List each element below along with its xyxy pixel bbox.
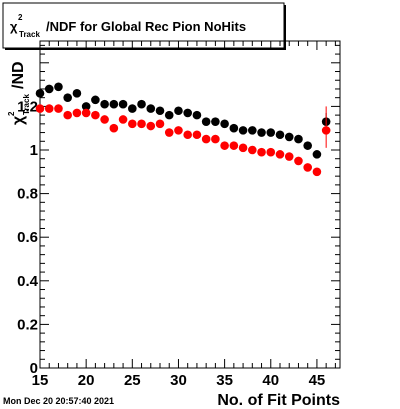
y-tick-labels: 0 0.2 0.4 0.6 0.8 1 1.2	[17, 98, 39, 377]
data-point	[266, 128, 276, 137]
data-point	[294, 156, 303, 166]
data-point	[44, 84, 54, 94]
data-point	[164, 128, 174, 137]
data-point	[266, 147, 276, 157]
data-point	[183, 130, 192, 140]
data-point	[91, 95, 100, 105]
y-tick-label: 0.8	[17, 186, 38, 203]
data-point	[164, 110, 174, 120]
data-point	[220, 119, 229, 129]
y-tick-label: 0.4	[17, 273, 39, 290]
data-point	[174, 126, 183, 135]
y-tick-label: 0	[30, 360, 38, 377]
axis-ticks	[39, 41, 340, 369]
data-point	[201, 117, 211, 126]
data-point	[303, 141, 312, 150]
data-point	[275, 130, 285, 140]
data-point	[284, 152, 294, 161]
data-point	[54, 104, 63, 113]
data-point	[275, 150, 285, 159]
title-chi: χ	[10, 19, 18, 34]
data-point	[174, 106, 183, 116]
x-tick-label: 15	[32, 372, 49, 389]
data-point	[137, 99, 146, 109]
data-point	[257, 128, 266, 137]
title-box-shadow-bottom	[5, 48, 286, 50]
data-point	[100, 115, 109, 124]
data-point	[63, 93, 72, 102]
data-point	[294, 134, 303, 144]
data-points	[35, 82, 331, 177]
y-tick-label: 0.6	[17, 229, 38, 246]
title-subscript: Track	[19, 30, 40, 39]
title-superscript: 2	[18, 13, 23, 22]
data-point	[81, 102, 91, 111]
data-point	[72, 89, 82, 98]
data-point	[54, 82, 63, 92]
data-point	[183, 108, 192, 118]
data-point	[118, 99, 128, 109]
data-point	[118, 115, 128, 124]
data-point	[229, 141, 239, 150]
y-axis-title-chi: χ	[10, 115, 27, 125]
y-axis-title-subscript: Track	[22, 94, 31, 115]
data-point	[312, 150, 322, 159]
x-tick-label: 20	[78, 372, 95, 389]
data-point	[211, 134, 220, 144]
x-tick-label: 40	[262, 372, 279, 389]
data-point	[155, 119, 165, 129]
data-point	[146, 104, 156, 113]
data-point	[192, 130, 202, 140]
data-point	[201, 134, 211, 144]
data-point	[63, 110, 72, 120]
data-point	[238, 126, 248, 135]
data-point	[248, 145, 257, 155]
x-tick-labels: 15 20 25 30 35 40 45	[32, 372, 326, 389]
y-tick-label: 1	[30, 142, 38, 159]
x-axis-title: No. of Fit Points	[217, 392, 340, 409]
x-tick-label: 25	[124, 372, 141, 389]
data-point	[220, 141, 229, 150]
title-text: /NDF for Global Rec Pion NoHits	[46, 19, 246, 34]
title-box-shadow-right	[284, 5, 286, 50]
data-point	[238, 143, 248, 153]
data-point	[146, 121, 156, 131]
x-tick-label: 35	[216, 372, 233, 389]
x-tick-label: 30	[170, 372, 187, 389]
data-point	[248, 126, 257, 135]
data-point	[211, 117, 220, 126]
data-point	[72, 108, 82, 118]
data-point	[192, 110, 202, 120]
data-point	[303, 163, 312, 172]
data-point	[128, 119, 137, 129]
data-point	[44, 104, 54, 113]
data-point	[321, 126, 331, 135]
data-point	[91, 110, 100, 120]
data-point	[128, 104, 137, 113]
data-point	[155, 106, 165, 116]
data-point	[137, 119, 146, 129]
data-point	[312, 167, 322, 177]
data-point	[100, 99, 109, 109]
timestamp: Mon Dec 20 20:57:40 2021	[3, 396, 114, 406]
data-point	[109, 99, 119, 109]
data-point	[109, 123, 119, 133]
y-tick-label: 1.2	[17, 98, 38, 115]
data-point	[257, 147, 266, 157]
data-point	[229, 123, 239, 133]
y-axis-title-superscript: 2	[7, 111, 16, 116]
plot-frame	[39, 40, 341, 369]
data-point	[284, 132, 294, 142]
data-point	[81, 108, 91, 118]
y-tick-label: 0.2	[17, 316, 38, 333]
data-point	[35, 89, 45, 98]
x-tick-label: 45	[309, 372, 326, 389]
y-axis-title-text: /ND	[10, 61, 27, 89]
y-axis-title: χ 2 Track /ND	[7, 61, 31, 125]
data-point	[35, 104, 45, 113]
